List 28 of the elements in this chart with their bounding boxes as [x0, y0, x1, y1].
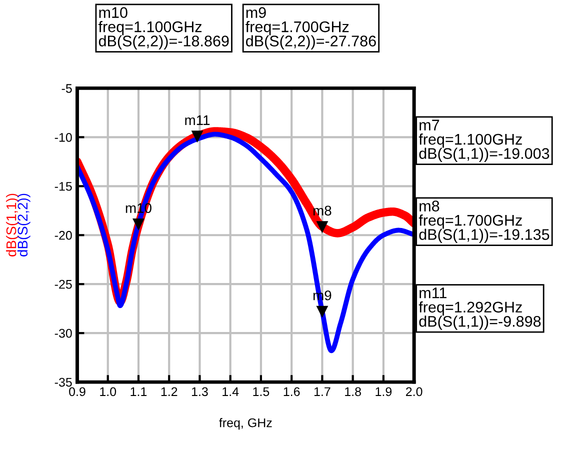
x-tick-label: 2.0 — [406, 387, 422, 396]
x-tick-label: 1.7 — [314, 387, 330, 396]
x-tick-label: 1.5 — [253, 387, 270, 396]
text: dB(S(2,2)) — [17, 194, 30, 256]
x-tick-label: 1.6 — [284, 387, 300, 396]
y-tick-label: -5 — [62, 84, 72, 93]
annotation: m11 — [185, 115, 210, 125]
text: dB(S(1,1)) — [6, 194, 19, 256]
text: m8 freq=1.700GHz dB(S(1,1))=-19.135 — [418, 200, 550, 243]
y-tick-label: -25 — [54, 280, 72, 289]
x-axis-title: freq, GHz — [219, 418, 272, 430]
x-tick-label: 1.1 — [130, 387, 147, 396]
text: m9 freq=1.700GHz dB(S(2,2))=-27.786 — [246, 7, 376, 50]
y-tick-label: -15 — [54, 182, 72, 191]
x-tick-label: 1.2 — [161, 387, 178, 396]
y-tick-label: -30 — [54, 328, 72, 338]
x-tick-label: 0.9 — [69, 387, 86, 396]
text: m7 freq=1.100GHz dB(S(1,1))=-19.003 — [418, 120, 550, 162]
x-tick-label: 1.9 — [376, 387, 392, 396]
y-tick-label: -20 — [54, 230, 72, 240]
x-tick-label: 1.0 — [100, 387, 116, 396]
x-tick-label: 1.8 — [345, 387, 361, 396]
y-tick-label: -35 — [54, 378, 72, 387]
y-tick-label: -10 — [54, 132, 72, 142]
text: m10 freq=1.100GHz dB(S(2,2))=-18.869 — [98, 7, 229, 50]
x-tick-label: 1.3 — [192, 387, 208, 396]
x-tick-label: 1.4 — [222, 387, 239, 396]
text: m11 freq=1.292GHz dB(S(1,1))=-9.898 — [418, 288, 541, 330]
